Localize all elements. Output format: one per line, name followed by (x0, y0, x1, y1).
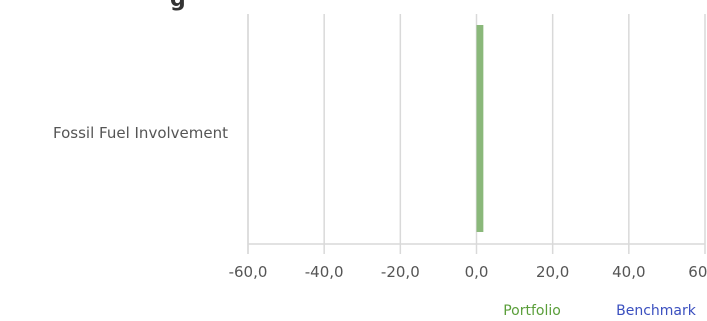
x-tick-label-3: 0,0 (465, 263, 489, 281)
x-tick-label-2: -20,0 (381, 263, 420, 281)
bar-portfolio-fossil-fuel (476, 25, 484, 232)
x-tick-label-0: -60,0 (229, 263, 268, 281)
bars (476, 25, 484, 232)
x-tick-label-1: -40,0 (305, 263, 344, 281)
legend-benchmark: Benchmark (616, 303, 697, 319)
legend-portfolio: Portfolio (503, 303, 561, 319)
category-label-fossil-fuel: Fossil Fuel Involvement (53, 124, 228, 142)
x-axis-ticks: -60,0 -40,0 -20,0 0,0 20,0 40,0 60,0 (229, 263, 707, 281)
chart-title-fragment: g (170, 0, 186, 12)
x-tick-label-5: 40,0 (612, 263, 645, 281)
legend: Portfolio Benchmark (503, 303, 697, 319)
x-tick-label-4: 20,0 (536, 263, 569, 281)
y-axis-categories: Fossil Fuel Involvement (53, 124, 228, 142)
x-tick-label-6: 60,0 (688, 263, 707, 281)
